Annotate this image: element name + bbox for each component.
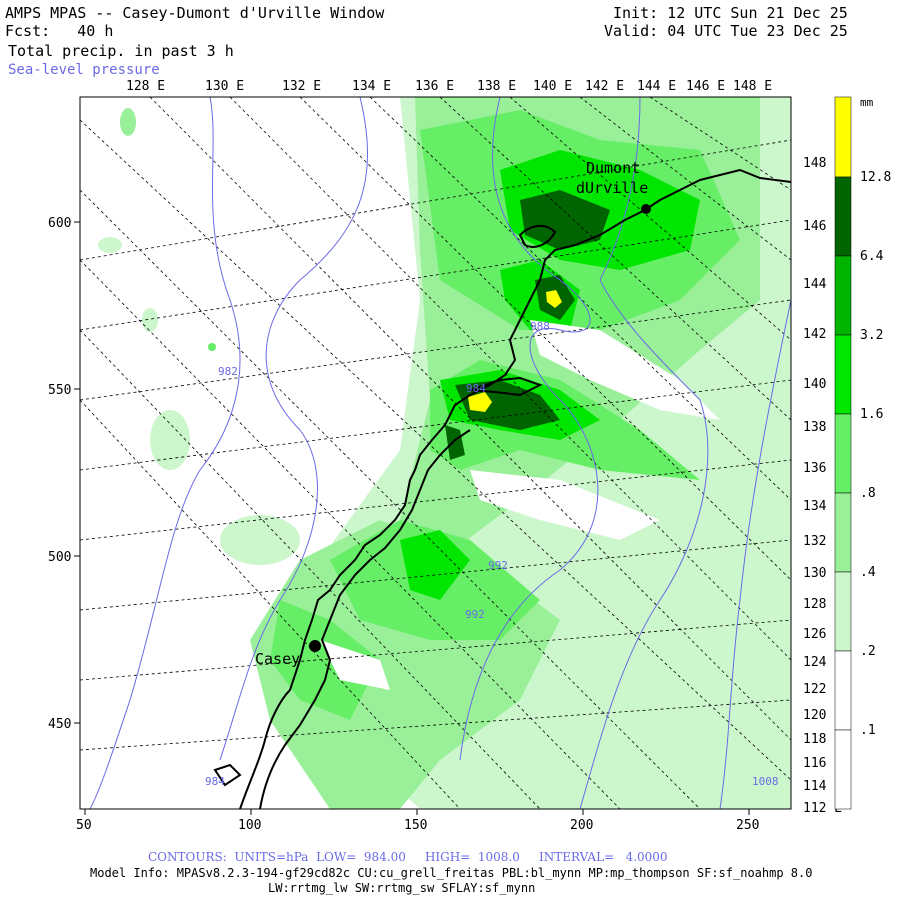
right-lon-label: 144 E	[803, 277, 842, 292]
bottom-axis-label: 200	[570, 818, 593, 833]
left-axis: 600 550 500 450	[48, 216, 80, 732]
legend-level: 1.6	[860, 407, 884, 422]
station-label-durville: dUrville	[576, 179, 648, 197]
contour-labels: 982 988 992 992 984 1008 984	[205, 320, 779, 788]
right-lon-label: 128 E	[803, 597, 842, 612]
coastline	[213, 168, 791, 809]
right-lon-label: 138 E	[803, 420, 842, 435]
contour-label: 988	[530, 320, 550, 333]
top-lon-label: 146 E	[686, 79, 725, 94]
legend-swatch	[834, 492, 852, 573]
legend-swatch	[834, 96, 852, 178]
legend-level: .4	[860, 565, 876, 580]
top-lon-label: 128 E	[126, 79, 165, 94]
valid-time: Valid: 04 UTC Tue 23 Dec 25	[604, 22, 848, 40]
legend-level: 12.8	[860, 170, 892, 185]
overlay-name: Sea-level pressure	[8, 62, 160, 78]
legend-level: .1	[860, 723, 876, 738]
top-lon-label: 140 E	[533, 79, 572, 94]
legend-swatch	[834, 729, 852, 810]
model-info: Model Info: MPASv8.2.3-194-gf29cd82c CU:…	[90, 866, 813, 880]
legend-level: .8	[860, 486, 876, 501]
right-lon-label: 134 E	[803, 499, 842, 514]
map-title: AMPS MPAS -- Casey-Dumont d'Urville Wind…	[5, 4, 385, 22]
legend-level: 6.4	[860, 249, 884, 264]
slp-contours	[89, 97, 791, 809]
legend-swatch	[834, 255, 852, 336]
legend-unit: mm	[860, 96, 874, 109]
legend-swatch	[834, 334, 852, 415]
bottom-axis: 50 100 150 200 250	[76, 809, 759, 833]
right-lon-label: 142 E	[803, 327, 842, 342]
top-lon-label: 132 E	[282, 79, 321, 94]
legend-swatch	[834, 176, 852, 257]
field-name: Total precip. in past 3 h	[8, 42, 234, 60]
station-label-dumont: Dumont	[586, 159, 640, 177]
plot-frame	[79, 96, 792, 810]
right-lon-label: 122 E	[803, 682, 842, 697]
right-lon-label: 116 E	[803, 756, 842, 771]
color-legend	[834, 96, 852, 810]
bottom-axis-label: 150	[404, 818, 427, 833]
top-lon-label: 130 E	[205, 79, 244, 94]
contour-label: 982	[218, 365, 238, 378]
right-lon-label: 148 E	[803, 156, 842, 171]
top-lon-label: 134 E	[352, 79, 391, 94]
contour-label: 1008	[752, 775, 779, 788]
dumont-durville-marker	[641, 204, 651, 214]
bottom-axis-label: 250	[736, 818, 759, 833]
casey-marker	[309, 640, 321, 652]
top-lon-label: 138 E	[477, 79, 516, 94]
top-lon-label: 144 E	[637, 79, 676, 94]
legend-level: 3.2	[860, 328, 884, 343]
right-lon-label: 120 E	[803, 708, 842, 723]
left-axis-label: 450	[48, 717, 71, 732]
right-lon-label: 118 E	[803, 732, 842, 747]
right-lon-label: 114 E	[803, 779, 842, 794]
right-lon-label: 126 E	[803, 627, 842, 642]
contours-info: CONTOURS: UNITS=hPa LOW= 984.00 HIGH= 10…	[148, 850, 668, 864]
top-lon-label: 142 E	[585, 79, 624, 94]
init-time: Init: 12 UTC Sun 21 Dec 25	[613, 4, 848, 22]
left-axis-label: 500	[48, 550, 71, 565]
right-lon-label: 112 E	[803, 801, 842, 816]
right-lon-label: 124 E	[803, 655, 842, 670]
legend-level: .2	[860, 644, 876, 659]
right-lon-label: 140 E	[803, 377, 842, 392]
top-lon-label: 136 E	[415, 79, 454, 94]
left-axis-label: 550	[48, 383, 71, 398]
legend-swatch	[834, 571, 852, 652]
contour-label: 984	[466, 382, 486, 395]
right-lon-label: 136 E	[803, 461, 842, 476]
top-lon-labels: 128 E 130 E 132 E 134 E 136 E 138 E 140 …	[126, 79, 772, 94]
contour-label: 992	[488, 559, 508, 572]
right-lon-labels: 148 E 146 E 144 E 142 E 140 E 138 E 136 …	[803, 156, 842, 816]
right-lon-label: 132 E	[803, 534, 842, 549]
precip-fill	[98, 97, 791, 809]
left-axis-label: 600	[48, 216, 71, 231]
right-lon-label: 146 E	[803, 219, 842, 234]
legend-swatch	[834, 650, 852, 731]
contour-label: 984	[205, 775, 225, 788]
right-lon-label: 130 E	[803, 566, 842, 581]
bottom-axis-label: 100	[238, 818, 261, 833]
contour-label: 992	[465, 608, 485, 621]
graticule	[80, 97, 791, 809]
top-lon-label: 148 E	[733, 79, 772, 94]
station-label-casey: Casey	[255, 650, 300, 668]
forecast-hour: Fcst: 40 h	[5, 22, 114, 40]
bottom-axis-label: 50	[76, 818, 92, 833]
model-info-2: LW:rrtmg_lw SW:rrtmg_sw SFLAY:sf_mynn	[268, 881, 536, 895]
legend-swatch	[834, 413, 852, 494]
